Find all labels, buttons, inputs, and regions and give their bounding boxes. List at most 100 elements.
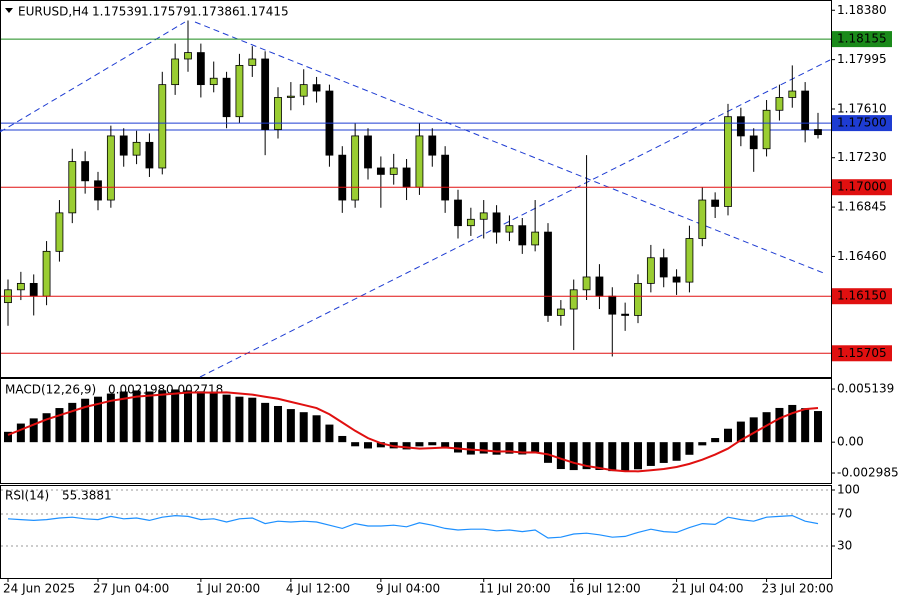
macd-panel [0, 378, 832, 484]
candle-body [171, 58, 180, 86]
level-label: 1.17500 [837, 116, 887, 130]
candle-body [685, 238, 694, 283]
candle-body [55, 212, 64, 252]
rsi-line [7, 514, 819, 539]
histogram-bar [531, 442, 540, 454]
candle-body [94, 180, 102, 201]
histogram-bar [376, 442, 385, 448]
histogram-bar [762, 412, 771, 443]
candle-body [775, 97, 784, 111]
close: 1.17415 [239, 5, 289, 19]
candle-body [42, 250, 51, 297]
histogram-bar [299, 412, 308, 443]
y-tick-label: 1.17610 [837, 101, 887, 115]
candle-body [209, 77, 218, 86]
candle-body [428, 135, 437, 156]
histogram-bar [698, 442, 707, 446]
candle-body [196, 52, 205, 86]
histogram-bar [351, 442, 360, 447]
histogram-bar [788, 404, 797, 443]
candle-body [646, 257, 655, 284]
candle-body [16, 282, 25, 291]
histogram-bar [724, 428, 732, 443]
y-tick-label: 1.17230 [837, 150, 887, 164]
candle-body [621, 313, 630, 316]
histogram-bar [312, 415, 321, 443]
histogram-bar [196, 391, 205, 443]
histogram-bar [145, 391, 154, 443]
candle-body [762, 109, 771, 150]
x-tick-label: 23 Jul 20:00 [762, 582, 834, 596]
histogram-bar [4, 431, 12, 443]
histogram-bar [402, 442, 411, 450]
candle-body [634, 282, 642, 316]
candle-body [518, 225, 527, 246]
candle-body [338, 154, 347, 201]
candle-body [376, 167, 385, 175]
candle-body [454, 199, 462, 227]
candle-body [132, 141, 141, 156]
candle-body [441, 154, 450, 201]
macd-title: MACD(12,26,9) [5, 383, 96, 397]
histogram-bar [775, 407, 784, 443]
histogram-bar [132, 390, 141, 443]
histogram-bar [209, 391, 218, 443]
histogram-bar [428, 442, 437, 446]
histogram-bar [569, 442, 578, 471]
histogram-bar [184, 390, 192, 443]
candle-body [364, 135, 372, 169]
low: 1.17386 [190, 5, 240, 19]
candle-body [672, 276, 681, 283]
candle-body [659, 257, 668, 278]
histogram-bar [685, 442, 694, 455]
price-layer [4, 20, 822, 357]
menu-arrow [5, 8, 13, 13]
candle-body [801, 90, 810, 130]
histogram-bar [94, 396, 102, 443]
histogram-bar [634, 442, 642, 470]
candle-body [556, 308, 565, 316]
histogram-bar [55, 408, 64, 443]
histogram-bar [582, 442, 591, 470]
histogram-bar [518, 442, 527, 455]
histogram-bar [364, 442, 372, 449]
level-label: 1.16150 [837, 289, 887, 303]
histogram-bar [16, 423, 25, 443]
candle-body [595, 276, 604, 297]
histogram-bar [672, 442, 681, 461]
histogram-bar [274, 405, 282, 443]
trend-line [194, 21, 827, 275]
candle-body [299, 84, 308, 97]
histogram-bar [556, 442, 565, 470]
candle-body [711, 199, 720, 207]
histogram-bar [338, 435, 347, 443]
x-tick-label: 27 Jun 04:00 [93, 582, 169, 596]
level-label-box [832, 345, 892, 362]
x-tick-label: 1 Jul 20:00 [196, 582, 260, 596]
histogram-bar [29, 418, 38, 443]
histogram-bar [235, 396, 244, 443]
histogram-bar [659, 442, 668, 463]
y-tick-label: 0.005139 [837, 382, 894, 396]
histogram-bar [42, 413, 51, 443]
histogram-bar [814, 411, 822, 443]
x-tick-label: 16 Jul 12:00 [569, 582, 641, 596]
candle-body [261, 58, 270, 130]
y-tick-label: 1.16845 [837, 200, 887, 214]
histogram-bar [119, 391, 128, 443]
histogram-bar [608, 442, 617, 472]
high: 1.17579 [141, 5, 191, 19]
trend-line [0, 21, 186, 133]
level-label-box [832, 179, 892, 196]
x-tick-label: 4 Jul 12:00 [286, 582, 350, 596]
candle-body [814, 129, 822, 136]
histogram-bar [595, 442, 604, 470]
histogram-bar [646, 442, 655, 466]
candle-body [351, 135, 360, 201]
candle-body [492, 212, 501, 233]
histogram-bar [505, 442, 514, 454]
histogram-bar [441, 442, 450, 449]
rsi-reading: 55.3881 [62, 489, 112, 503]
histogram-bar [711, 438, 720, 443]
